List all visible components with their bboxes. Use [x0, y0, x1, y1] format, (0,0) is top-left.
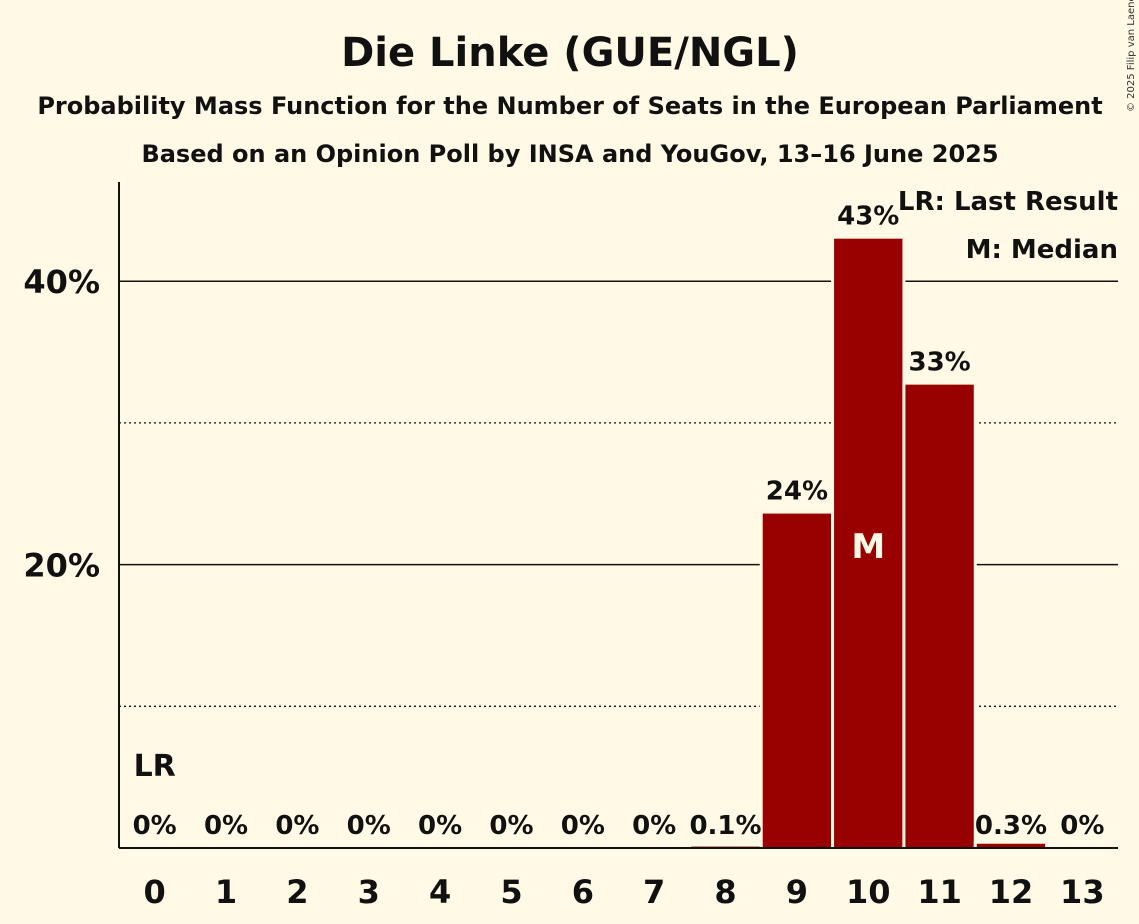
- bar-11: [905, 384, 974, 848]
- bar-10: [834, 238, 903, 848]
- x-tick-label-5: 5: [500, 873, 522, 911]
- value-label-2: 0%: [275, 811, 319, 841]
- chart-subtitle-2: Based on an Opinion Poll by INSA and You…: [141, 140, 998, 168]
- x-tick-label-1: 1: [215, 873, 237, 911]
- bars: [688, 235, 1049, 848]
- y-tick-label-0: 20%: [23, 547, 100, 585]
- value-label-5: 0%: [489, 811, 533, 841]
- bar-halo-8: [688, 843, 763, 848]
- bar-12: [976, 843, 1046, 848]
- x-tick-label-0: 0: [144, 873, 166, 911]
- value-label-12: 0.3%: [975, 811, 1047, 841]
- axes: 20%40%0 1 2 3 4 5 6 7 8 9 10 11 12 13: [23, 182, 1118, 911]
- value-label-9: 24%: [766, 477, 828, 507]
- bar-9: [762, 513, 832, 848]
- legend-median: M: Median: [966, 235, 1118, 265]
- copyright-text: © 2025 Filip van Laenen: [1126, 0, 1137, 112]
- legend-last-result: LR: Last Result: [898, 187, 1118, 217]
- x-tick-label-13: 13: [1060, 873, 1105, 911]
- median-marker: M: [851, 527, 885, 567]
- x-tick-label-12: 12: [989, 873, 1034, 911]
- value-label-3: 0%: [347, 811, 391, 841]
- value-label-6: 0%: [561, 811, 605, 841]
- x-tick-label-8: 8: [714, 873, 736, 911]
- value-label-1: 0%: [204, 811, 248, 841]
- value-label-7: 0%: [632, 811, 676, 841]
- x-tick-label-10: 10: [846, 873, 891, 911]
- value-label-0: 0%: [133, 811, 177, 841]
- value-label-4: 0%: [418, 811, 462, 841]
- last-result-marker: LR: [134, 749, 176, 784]
- x-tick-label-7: 7: [643, 873, 665, 911]
- x-tick-label-11: 11: [917, 873, 962, 911]
- value-label-13: 0%: [1060, 811, 1104, 841]
- value-label-8: 0.1%: [689, 811, 761, 841]
- labels: 0% 0% 0% 0% 0% 0% 0% 0% 0.1% 24% 43% 33% 0.3% 0% M LR: [133, 202, 1105, 841]
- x-tick-label-4: 4: [429, 873, 451, 911]
- value-label-10: 43%: [837, 202, 899, 232]
- x-tick-label-6: 6: [572, 873, 594, 911]
- x-tick-label-9: 9: [786, 873, 808, 911]
- y-tick-label-1: 40%: [23, 263, 100, 301]
- chart-title: Die Linke (GUE/NGL): [341, 30, 799, 76]
- chart-subtitle-1: Probability Mass Function for the Number…: [37, 92, 1102, 120]
- value-label-11: 33%: [908, 348, 970, 378]
- x-tick-label-3: 3: [358, 873, 380, 911]
- x-tick-label-2: 2: [286, 873, 308, 911]
